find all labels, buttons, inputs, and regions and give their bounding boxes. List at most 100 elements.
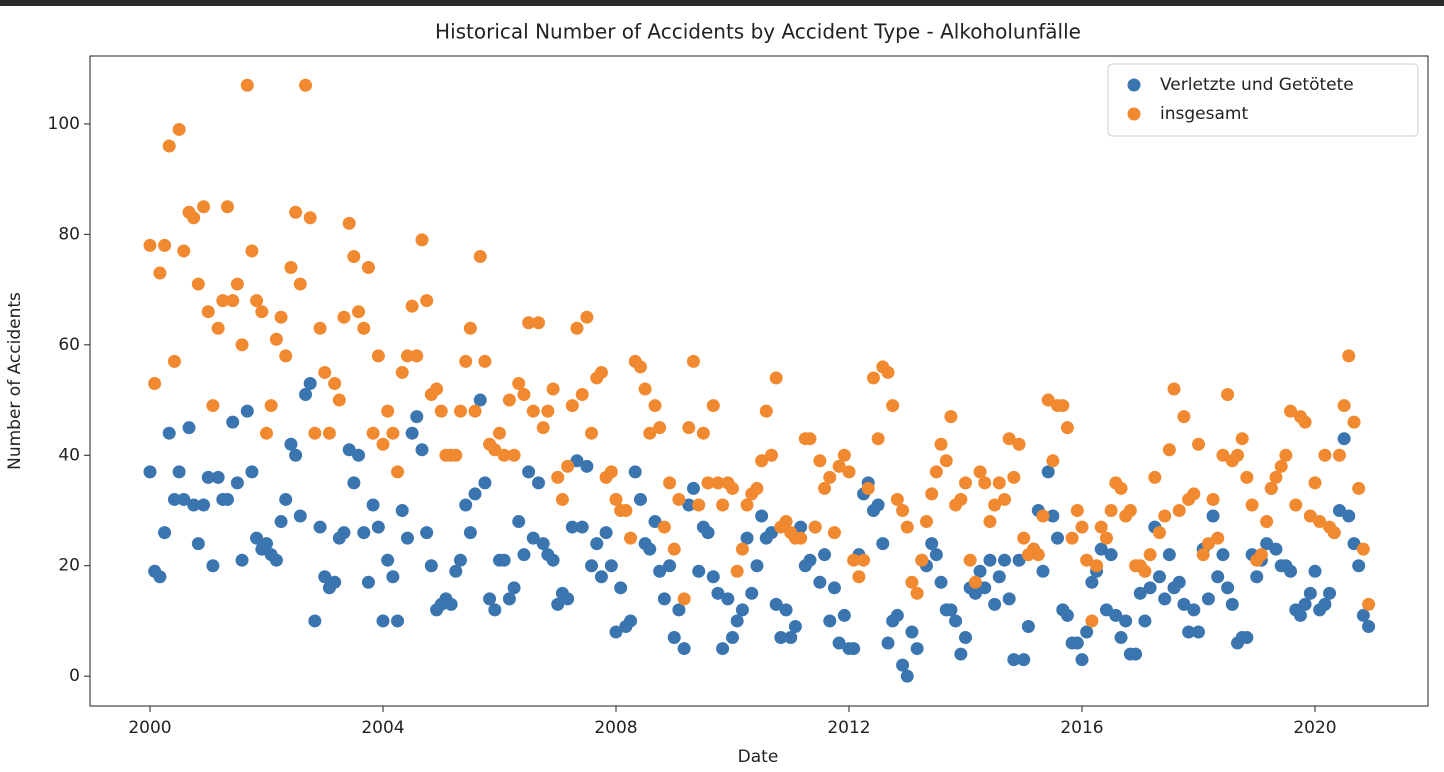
point	[220, 200, 234, 214]
point	[255, 305, 269, 319]
point	[1036, 509, 1050, 523]
point	[1231, 448, 1245, 462]
legend-label: Verletzte und Getötete	[1160, 75, 1354, 95]
point	[502, 592, 516, 606]
point	[1138, 614, 1152, 628]
point	[541, 404, 555, 418]
point	[958, 476, 972, 490]
point	[944, 410, 958, 424]
point	[1250, 570, 1264, 584]
point	[1221, 581, 1235, 595]
point	[803, 553, 817, 567]
point	[483, 592, 497, 606]
point	[1031, 548, 1045, 562]
point	[561, 592, 575, 606]
point	[740, 531, 754, 545]
point	[653, 564, 667, 578]
point	[158, 526, 172, 540]
point	[1094, 520, 1108, 534]
point	[1133, 586, 1147, 600]
point	[502, 393, 516, 407]
point	[274, 310, 288, 324]
point	[794, 531, 808, 545]
point	[1216, 548, 1230, 562]
point	[405, 426, 419, 440]
point	[1046, 509, 1060, 523]
legend-box	[1107, 63, 1419, 137]
point	[619, 504, 633, 518]
y-tick-label: 40	[58, 445, 80, 465]
point	[259, 537, 273, 551]
point	[361, 261, 375, 275]
point	[818, 548, 832, 562]
point	[347, 249, 361, 263]
point	[657, 520, 671, 534]
point	[410, 410, 424, 424]
point	[643, 426, 657, 440]
point	[992, 476, 1006, 490]
point	[473, 249, 487, 263]
point	[1167, 382, 1181, 396]
point	[939, 454, 953, 468]
point	[570, 321, 584, 335]
legend-marker	[1127, 107, 1141, 121]
point	[565, 520, 579, 534]
point	[1240, 470, 1254, 484]
point	[585, 426, 599, 440]
point	[682, 421, 696, 435]
point	[1254, 548, 1268, 562]
point	[459, 498, 473, 512]
point	[910, 642, 924, 656]
point	[172, 465, 186, 479]
point	[453, 553, 467, 567]
point	[852, 570, 866, 584]
point	[890, 492, 904, 506]
point	[896, 658, 910, 672]
point	[512, 515, 526, 529]
x-tick-label: 2020	[1293, 718, 1336, 738]
point	[532, 316, 546, 330]
point	[857, 553, 871, 567]
point	[357, 321, 371, 335]
point	[226, 415, 240, 429]
point	[274, 515, 288, 529]
point	[167, 492, 181, 506]
point	[1362, 597, 1376, 611]
point	[561, 459, 575, 473]
point	[730, 564, 744, 578]
point	[721, 592, 735, 606]
point	[769, 597, 783, 611]
point	[1070, 504, 1084, 518]
point	[497, 448, 511, 462]
point	[449, 448, 463, 462]
point	[507, 448, 521, 462]
point	[575, 388, 589, 402]
point	[1352, 559, 1366, 573]
point	[1177, 597, 1191, 611]
point	[730, 614, 744, 628]
point	[725, 481, 739, 495]
point	[420, 526, 434, 540]
point	[1143, 548, 1157, 562]
point	[1342, 349, 1356, 363]
point	[308, 614, 322, 628]
point	[696, 426, 710, 440]
point	[293, 277, 307, 291]
point	[308, 426, 322, 440]
point	[279, 349, 293, 363]
point	[1152, 570, 1166, 584]
point	[444, 597, 458, 611]
point	[1104, 504, 1118, 518]
point	[1002, 432, 1016, 446]
point	[1162, 443, 1176, 457]
point	[1225, 597, 1239, 611]
point	[871, 432, 885, 446]
point	[594, 365, 608, 379]
point	[366, 426, 380, 440]
point	[507, 581, 521, 595]
point	[599, 526, 613, 540]
point	[827, 581, 841, 595]
point	[1152, 526, 1166, 540]
point	[245, 465, 259, 479]
